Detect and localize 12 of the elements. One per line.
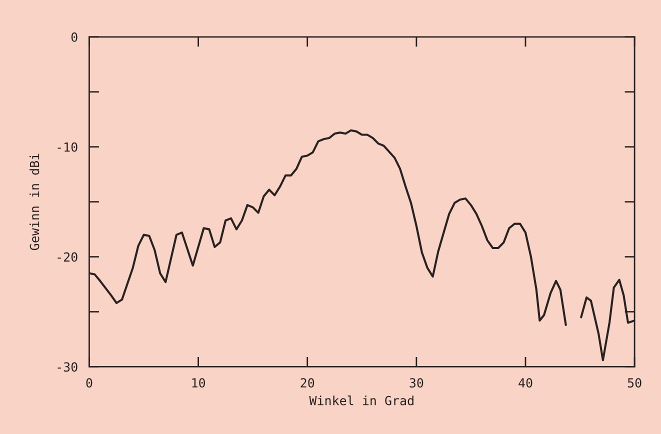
x-tick-label: 20 bbox=[300, 378, 314, 388]
x-tick-label: 10 bbox=[192, 378, 206, 388]
x-tick-label: 40 bbox=[518, 378, 532, 388]
y-tick-label: -10 bbox=[58, 142, 78, 152]
x-axis-title: Winkel in Grad bbox=[309, 396, 414, 406]
y-axis-title: Gewinn in dBi bbox=[30, 154, 40, 250]
x-tick-label: 30 bbox=[410, 378, 424, 388]
x-tick-label: 0 bbox=[86, 378, 92, 388]
y-tick-label: -30 bbox=[58, 362, 78, 372]
x-tick-label: 50 bbox=[628, 378, 642, 388]
y-tick-label: 0 bbox=[71, 32, 78, 42]
y-tick-label: -20 bbox=[58, 252, 78, 262]
